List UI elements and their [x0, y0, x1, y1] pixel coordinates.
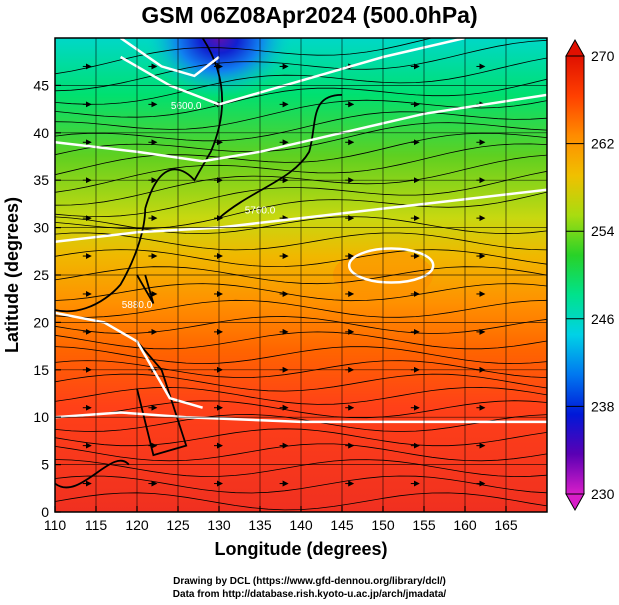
y-tick-label: 40 [33, 125, 49, 141]
y-tick-label: 45 [33, 77, 49, 93]
credit-data: Data from http://database.rish.kyoto-u.a… [172, 589, 447, 600]
x-tick-label: 135 [248, 517, 272, 533]
x-tick-label: 115 [85, 517, 108, 533]
coastline [55, 38, 343, 489]
y-tick-label: 35 [33, 172, 49, 188]
x-tick-label: 125 [166, 517, 190, 533]
y-tick-label: 25 [33, 267, 49, 283]
contour-line [119, 38, 466, 106]
contour-label: 5600.0 [171, 101, 202, 112]
colorbar-label: 238 [591, 398, 615, 414]
x-tick-label: 145 [330, 517, 354, 533]
credit-drawing: Drawing by DCL (https://www.gfd-dennou.o… [173, 576, 446, 587]
axes: 110 115 120 125 130 135 140 145 150 155 160 165 0 5 10… [2, 37, 548, 559]
colorbar-label: 230 [591, 486, 615, 502]
grid [55, 38, 547, 512]
y-tick-label: 10 [33, 409, 49, 425]
x-tick-label: 130 [207, 517, 231, 533]
colorbar-label: 246 [591, 311, 615, 327]
colorbar-max-arrow [565, 38, 585, 57]
y-tick-label: 5 [41, 457, 49, 473]
x-tick-label: 160 [453, 517, 477, 533]
x-tick-label: 155 [412, 517, 436, 533]
colorbar: 270 262 254 246 238 230 [565, 38, 615, 512]
chart-title: GSM 06Z08Apr2024 (500.0hPa) [141, 2, 478, 28]
colorbar-scale [565, 55, 585, 495]
colorbar-min-arrow [565, 493, 585, 512]
colorbar-label: 270 [591, 48, 615, 64]
x-tick-label: 165 [494, 517, 518, 533]
x-tick-label: 140 [289, 517, 313, 533]
colorbar-label: 254 [591, 223, 615, 239]
y-tick-label: 15 [33, 362, 49, 378]
y-tick-label: 30 [33, 220, 49, 236]
x-tick-label: 110 [44, 517, 67, 533]
x-tick-label: 120 [125, 517, 149, 533]
y-axis-label: Latitude (degrees) [2, 197, 22, 353]
x-tick-label: 150 [371, 517, 395, 533]
y-tick-label: 0 [41, 504, 49, 520]
x-axis-label: Longitude (degrees) [214, 539, 387, 559]
colorbar-label: 262 [591, 136, 615, 152]
y-tick-label: 20 [33, 314, 49, 330]
contour-line [55, 411, 547, 424]
high-contour [347, 247, 435, 284]
